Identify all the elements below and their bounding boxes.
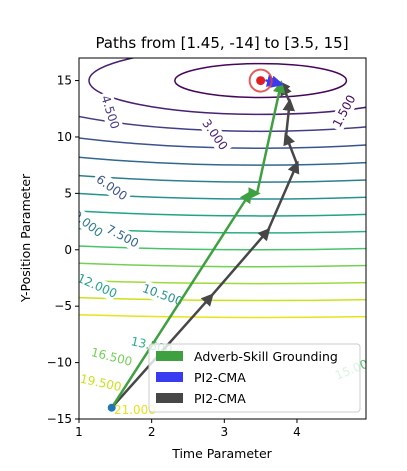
legend: Adverb-Skill Grounding PI2-CMA PI2-CMA	[148, 343, 361, 413]
path-segment	[255, 80, 286, 195]
contour-line	[79, 137, 366, 149]
chart-title: Paths from [1.45, -14] to [3.5, 15]	[95, 34, 348, 52]
contour-line	[79, 245, 366, 251]
y-axis-label: Y-Position Parameter	[18, 173, 33, 303]
contour-line	[79, 156, 366, 166]
contour-line	[79, 279, 366, 285]
path-segment	[266, 160, 300, 232]
contour-label-bg	[101, 219, 145, 253]
y-axis-ticks: −15 −10 −5 0 5 10 15	[47, 74, 79, 426]
path-segment	[283, 132, 299, 166]
contour-label: 21.000	[114, 403, 156, 417]
contour-line	[79, 313, 366, 319]
contour-label-bg	[90, 169, 133, 206]
legend-swatch-pi2cma-gray	[156, 393, 183, 403]
contour-line	[79, 210, 366, 217]
contour-label-bg	[96, 90, 125, 134]
x-axis-label: Time Parameter	[171, 446, 272, 461]
contour-label-bg	[90, 344, 134, 370]
x-axis-ticks: 1 2 3 4	[75, 419, 301, 439]
path-segment	[209, 227, 271, 298]
start-marker	[107, 403, 116, 412]
contour-line	[79, 115, 366, 133]
markers	[107, 68, 273, 412]
goal-marker	[256, 76, 266, 86]
x-tick-label: 3	[220, 425, 228, 439]
contour-label-bg	[114, 401, 155, 418]
goal-ring	[248, 68, 273, 93]
legend-label-pi2cma-gray: PI2-CMA	[194, 391, 246, 406]
contour-line	[88, 58, 366, 116]
y-tick-label: 5	[64, 186, 72, 200]
y-tick-label: 10	[57, 130, 72, 144]
x-tick-label: 4	[293, 425, 301, 439]
legend-swatch-adverb	[156, 351, 183, 361]
contour-line	[79, 296, 366, 302]
y-tick-label: 15	[57, 74, 72, 88]
plot-frame	[78, 57, 367, 420]
contour-line	[174, 62, 348, 99]
legend-label-pi2cma-blue: PI2-CMA	[194, 370, 246, 385]
legend-frame	[148, 343, 361, 413]
contour-label-bg	[141, 280, 185, 310]
path-segment	[282, 98, 295, 138]
contour-label-bg	[79, 370, 123, 395]
x-tick-label: 1	[75, 425, 83, 439]
y-tick-label: 0	[64, 243, 72, 257]
contour-label-bg	[196, 113, 233, 156]
path-series	[110, 74, 300, 409]
contour-label-bg	[327, 89, 361, 133]
x-tick-label: 2	[148, 425, 156, 439]
y-tick-label: −10	[47, 356, 72, 370]
contour-line	[79, 262, 366, 268]
legend-label-adverb: Adverb-Skill Grounding	[194, 349, 338, 364]
y-tick-label: −5	[54, 299, 72, 313]
path-segment	[270, 75, 284, 88]
legend-swatch-pi2cma-blue	[156, 372, 183, 382]
contour-label-bg	[79, 205, 109, 243]
contour-label-bg	[79, 270, 119, 302]
path-segment	[110, 190, 252, 409]
y-tick-label: −15	[47, 412, 72, 426]
